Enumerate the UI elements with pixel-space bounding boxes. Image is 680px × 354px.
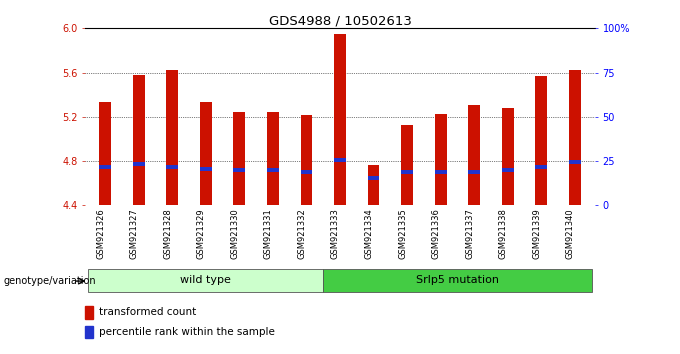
Bar [200,102,211,205]
Bar [334,158,346,162]
Text: GSM921335: GSM921335 [398,209,407,259]
Bar [233,113,245,205]
Text: transformed count: transformed count [99,307,197,318]
Bar [535,76,547,205]
Bar [435,114,447,205]
Bar [233,168,245,172]
Text: GSM921340: GSM921340 [566,209,575,259]
Bar [85,326,93,338]
Text: percentile rank within the sample: percentile rank within the sample [99,327,275,337]
Text: GSM921333: GSM921333 [331,209,340,259]
Bar [469,105,480,205]
Bar [401,125,413,205]
Text: wild type: wild type [180,275,231,285]
Text: GSM921339: GSM921339 [532,209,541,259]
Text: GDS4988 / 10502613: GDS4988 / 10502613 [269,14,411,27]
Bar [88,269,323,292]
Bar [502,168,513,172]
Text: GSM921328: GSM921328 [163,209,172,259]
Text: GSM921329: GSM921329 [197,209,206,259]
Text: GSM921337: GSM921337 [465,209,474,259]
Text: GSM921327: GSM921327 [130,209,139,259]
Bar [368,166,379,205]
Text: GSM921326: GSM921326 [96,209,105,259]
Bar [401,170,413,174]
Bar [99,102,111,205]
Bar [323,269,592,292]
Text: GSM921338: GSM921338 [498,209,508,259]
Bar [435,170,447,174]
Bar [267,113,279,205]
Bar [368,176,379,179]
Bar [267,168,279,172]
Bar [133,162,145,166]
Text: GSM921330: GSM921330 [231,209,239,259]
Bar [167,165,178,169]
Bar [133,75,145,205]
Text: genotype/variation: genotype/variation [3,276,96,286]
Bar [569,160,581,164]
Text: Srlp5 mutation: Srlp5 mutation [416,275,499,285]
Text: GSM921332: GSM921332 [297,209,307,259]
Bar [334,34,346,205]
Bar [569,70,581,205]
Bar [301,115,312,205]
Bar [535,165,547,169]
Bar [469,170,480,174]
Bar [301,170,312,174]
Bar [99,165,111,169]
Bar [85,306,93,319]
Text: GSM921336: GSM921336 [432,209,441,259]
Bar [200,167,211,171]
Text: GSM921331: GSM921331 [264,209,273,259]
Text: GSM921334: GSM921334 [364,209,373,259]
Bar [502,108,513,205]
Bar [167,70,178,205]
